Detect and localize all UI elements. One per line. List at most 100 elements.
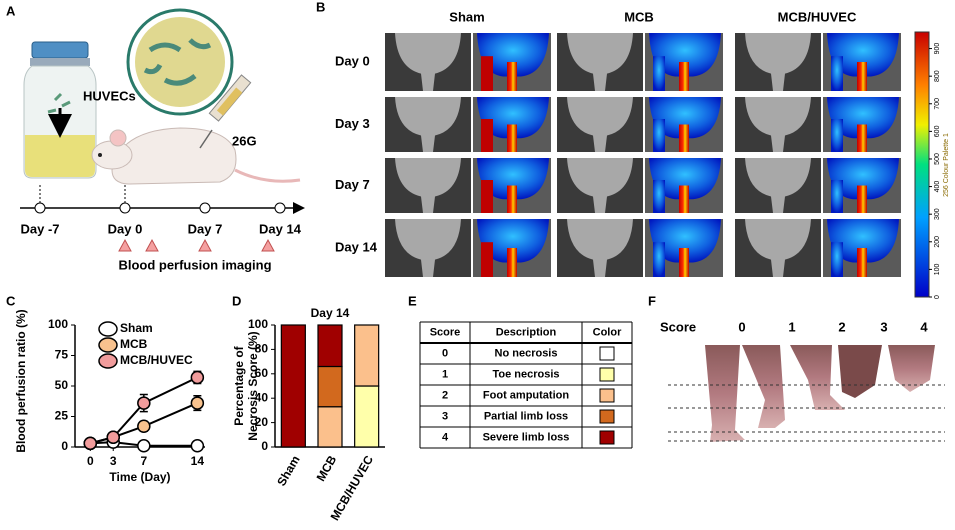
heatmap-body	[827, 33, 899, 77]
color-swatch	[599, 346, 615, 361]
mouse-silhouette	[395, 158, 461, 213]
bar-segment	[317, 406, 343, 448]
x-tick-label: 7	[140, 454, 147, 468]
heatmap-leg	[831, 119, 843, 152]
mouse-silhouette	[567, 219, 633, 277]
bar-segment	[354, 385, 380, 448]
colorbar-tick-label: 900	[934, 43, 941, 55]
colorbar-tick-label: 300	[934, 208, 941, 220]
color-swatch	[599, 367, 615, 382]
table-cell: Partial limb loss	[484, 410, 568, 422]
mouse-silhouette	[745, 219, 811, 277]
legend-swatch	[98, 337, 118, 353]
heatmap-leg	[481, 56, 493, 91]
table-cell: Color	[593, 326, 622, 338]
heatmap-leg	[653, 119, 665, 152]
y-tick-label: 20	[255, 415, 269, 429]
marker	[137, 396, 151, 410]
panel-label: E	[408, 293, 417, 308]
bar-segment	[317, 324, 343, 368]
heatmap-body	[827, 219, 899, 263]
y-tick-label: 60	[255, 366, 269, 380]
heatmap-tail	[679, 124, 689, 152]
marker	[137, 439, 151, 453]
score-number: 2	[838, 319, 845, 334]
perfusion-image	[735, 33, 901, 91]
y-axis-label: Percentage of	[232, 345, 246, 425]
mouse-silhouette	[395, 97, 461, 152]
panel-label: A	[6, 3, 16, 18]
heatmap-tail	[679, 185, 689, 213]
row-label: Day 7	[335, 177, 370, 192]
score-number: 3	[880, 319, 887, 334]
x-tick-label: 14	[191, 454, 205, 468]
colorbar-label: 256 Colour Palette 1	[943, 133, 950, 197]
heatmap-leg	[831, 180, 843, 213]
x-axis-label: Time (Day)	[109, 470, 170, 484]
perfusion-image	[557, 158, 723, 213]
perfusion-image	[385, 219, 551, 277]
table-cell: Foot amputation	[483, 389, 569, 401]
mouse-silhouette	[745, 97, 811, 152]
colorbar-tick-label: 0	[934, 295, 941, 299]
legend-label: MCB	[120, 337, 148, 351]
color-swatch	[599, 388, 615, 403]
colorbar-tick-label: 700	[934, 98, 941, 110]
y-tick-label: 0	[61, 439, 68, 453]
table-cell: 4	[442, 431, 449, 443]
row-label: Day 3	[335, 116, 370, 131]
perfusion-image	[735, 219, 901, 277]
timeline-label: Day 14	[259, 221, 302, 236]
score-number: 0	[738, 319, 745, 334]
x-tick-label: 3	[110, 454, 117, 468]
marker	[137, 419, 151, 434]
heatmap-leg	[653, 56, 665, 91]
table-cell: Toe necrosis	[492, 368, 559, 380]
y-tick-label: 25	[55, 409, 69, 423]
heatmap-leg	[653, 180, 665, 213]
y-tick-label: 100	[48, 317, 68, 331]
table-cell: 0	[442, 347, 448, 359]
panel-label: C	[6, 293, 16, 308]
x-tick-label: MCB	[314, 453, 340, 484]
heatmap-leg	[831, 56, 843, 91]
heatmap-tail	[857, 248, 867, 277]
perfusion-image	[385, 97, 551, 152]
colorbar-tick-label: 800	[934, 70, 941, 82]
y-axis-label: Blood perfusion ratio (%)	[14, 309, 28, 452]
perfusion-image	[557, 33, 723, 91]
table-cell: 2	[442, 389, 448, 401]
heatmap-leg	[481, 180, 493, 213]
imaging-label: Blood perfusion imaging	[118, 257, 271, 272]
colorbar-tick-label: 500	[934, 153, 941, 165]
column-header: MCB/HUVEC	[778, 9, 857, 24]
needle-label: 26G	[232, 133, 257, 148]
table-cell: No necrosis	[495, 347, 558, 359]
limb-photos	[668, 345, 945, 442]
marker	[190, 370, 205, 385]
timeline-label: Day 7	[188, 221, 223, 236]
score-number: 1	[788, 319, 795, 334]
row-label: Day 14	[335, 239, 378, 254]
mouse-silhouette	[745, 158, 811, 213]
row-label: Day 0	[335, 53, 370, 68]
mouse-silhouette	[567, 33, 633, 91]
perfusion-image	[557, 97, 723, 152]
y-tick-label: 50	[55, 378, 69, 392]
heatmap-tail	[857, 124, 867, 152]
marker	[106, 430, 120, 444]
marker	[190, 439, 205, 453]
series-line	[90, 441, 198, 447]
legend-label: Sham	[120, 321, 153, 335]
heatmap-body	[649, 33, 721, 77]
mouse-silhouette	[395, 33, 461, 91]
panel-label: D	[232, 293, 241, 308]
heatmap-body	[649, 158, 721, 200]
heatmap-body	[827, 97, 899, 139]
series-line	[90, 376, 198, 445]
mouse-silhouette	[567, 97, 633, 152]
panel-label: F	[648, 293, 656, 308]
table-cell: 1	[442, 368, 448, 380]
table-cell: 3	[442, 410, 448, 422]
